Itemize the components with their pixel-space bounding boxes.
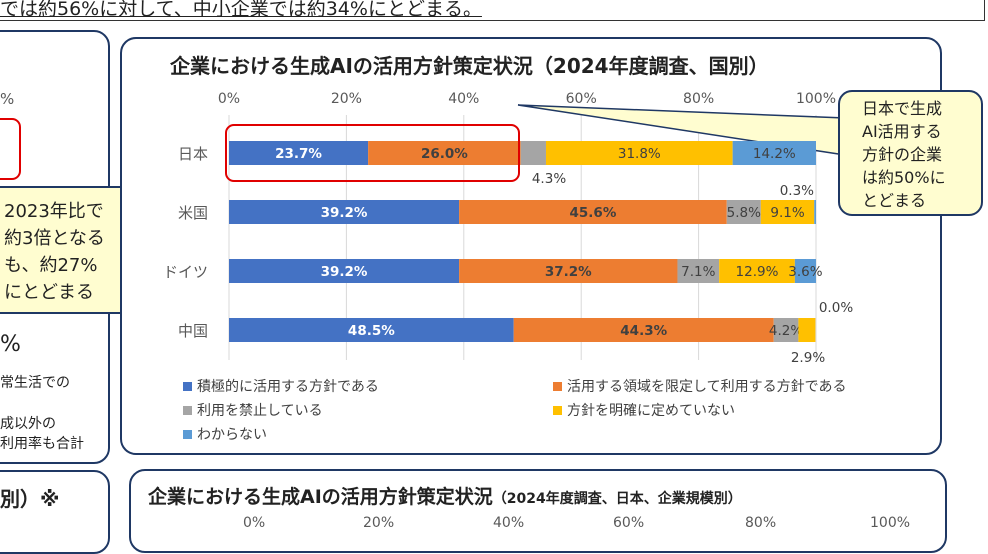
bar-segment [229, 259, 460, 283]
left-highlight-box [0, 118, 21, 180]
bar-segment [229, 200, 460, 224]
bottom-chart-title: 企業における生成AIの活用方針策定状況（2024年度調査、日本、企業規模別） [148, 482, 742, 509]
bar-segment [229, 318, 514, 342]
x-tick-label: 80% [683, 91, 714, 107]
callout-japan: 日本で生成 AI活用する 方針の企業 は約50%に とどまる [838, 90, 983, 216]
data-label: 0.0% [819, 300, 853, 316]
data-label: 3.6% [788, 264, 822, 280]
data-label: 37.2% [545, 264, 592, 280]
left-pct-label: % [0, 90, 15, 108]
data-label: 39.2% [321, 264, 368, 280]
data-label: 9.1% [770, 205, 804, 221]
legend-label: 活用する領域を限定して利用する方針である [567, 379, 847, 395]
bar-segment [368, 141, 521, 165]
data-label: 31.8% [618, 146, 661, 162]
data-label: 45.6% [570, 205, 617, 221]
bar-segment [459, 259, 678, 283]
left-note-1: 常生活での [0, 375, 70, 391]
legend-item: 利用を禁止している [183, 400, 323, 420]
x-tick-label: 100% [796, 91, 836, 107]
legend-label: 積極的に活用する方針である [197, 379, 379, 395]
bar-segment [726, 200, 761, 224]
bar-segment [798, 318, 816, 342]
data-label: 2.9% [791, 350, 825, 366]
data-label: 7.1% [681, 264, 715, 280]
x-tick-label: 0% [218, 91, 240, 107]
x-tick-label: 60% [566, 91, 597, 107]
bar-segment [732, 141, 816, 165]
legend-swatch [553, 406, 562, 415]
bar-segment [814, 200, 816, 224]
bottom-x-tick-label: 20% [363, 515, 395, 531]
x-tick-label: 20% [331, 91, 362, 107]
legend-swatch [553, 382, 562, 391]
data-label: 26.0% [421, 146, 468, 162]
legend-item: わからない [183, 424, 267, 444]
bottom-x-tick-label: 80% [745, 515, 777, 531]
bottom-chart-title-main: 企業における生成AIの活用方針策定状況 [148, 486, 493, 508]
left-note-3: 利用率も合計 [0, 436, 84, 452]
bar-segment [229, 141, 369, 165]
data-label: 0.3% [780, 183, 814, 199]
data-label: 48.5% [348, 323, 395, 339]
left-note-2: 成以外の [0, 416, 56, 432]
bottom-chart-subtitle: （2024年度調査、日本、企業規模別） [492, 491, 742, 507]
data-label: 4.2% [769, 323, 803, 339]
legend-swatch [183, 430, 192, 439]
bar-segment [545, 141, 733, 165]
data-label: 5.8% [727, 205, 761, 221]
bottom-x-tick-label: 100% [870, 515, 911, 531]
data-label: 12.9% [736, 264, 779, 280]
bottom-x-tick-label: 40% [493, 515, 525, 531]
legend-item: 方針を明確に定めていない [553, 400, 735, 420]
category-label: 中国 [178, 322, 208, 340]
legend-item: 積極的に活用する方針である [183, 376, 379, 396]
highlight-box [225, 124, 520, 182]
legend-label: わからない [197, 427, 267, 443]
bar-segment [794, 259, 816, 283]
chart-title: 企業における生成AIの活用方針策定状況（2024年度調査、国別） [170, 54, 769, 78]
data-label: 4.3% [532, 171, 566, 187]
header-box [0, 0, 985, 21]
left-pct-big: % [0, 332, 21, 357]
data-label: 44.3% [620, 323, 667, 339]
left-bottom-title: 別）※ [0, 487, 60, 511]
legend-item: 活用する領域を限定して利用する方針である [553, 376, 846, 396]
x-tick-label: 40% [448, 91, 479, 107]
bar-segment [719, 259, 795, 283]
data-label: 39.2% [321, 205, 368, 221]
bar-segment [773, 318, 799, 342]
legend-label: 利用を禁止している [197, 403, 323, 419]
bottom-x-tick-label: 60% [613, 515, 645, 531]
legend-swatch [183, 382, 192, 391]
bar-segment [459, 200, 727, 224]
category-label: ドイツ [163, 263, 208, 281]
data-label: 14.2% [753, 146, 796, 162]
bar-segment [760, 200, 815, 224]
bar-segment [520, 141, 546, 165]
bar-segment [513, 318, 774, 342]
bottom-x-tick-label: 0% [243, 515, 266, 531]
bar-segment [677, 259, 720, 283]
category-label: 日本 [178, 145, 208, 163]
data-label: 23.7% [275, 146, 322, 162]
legend-swatch [183, 406, 192, 415]
legend-label: 方針を明確に定めていない [567, 403, 735, 419]
header-text: では約56%に対して、中小企業では約34%にとどまる。 [0, 0, 482, 20]
category-label: 米国 [178, 204, 208, 222]
